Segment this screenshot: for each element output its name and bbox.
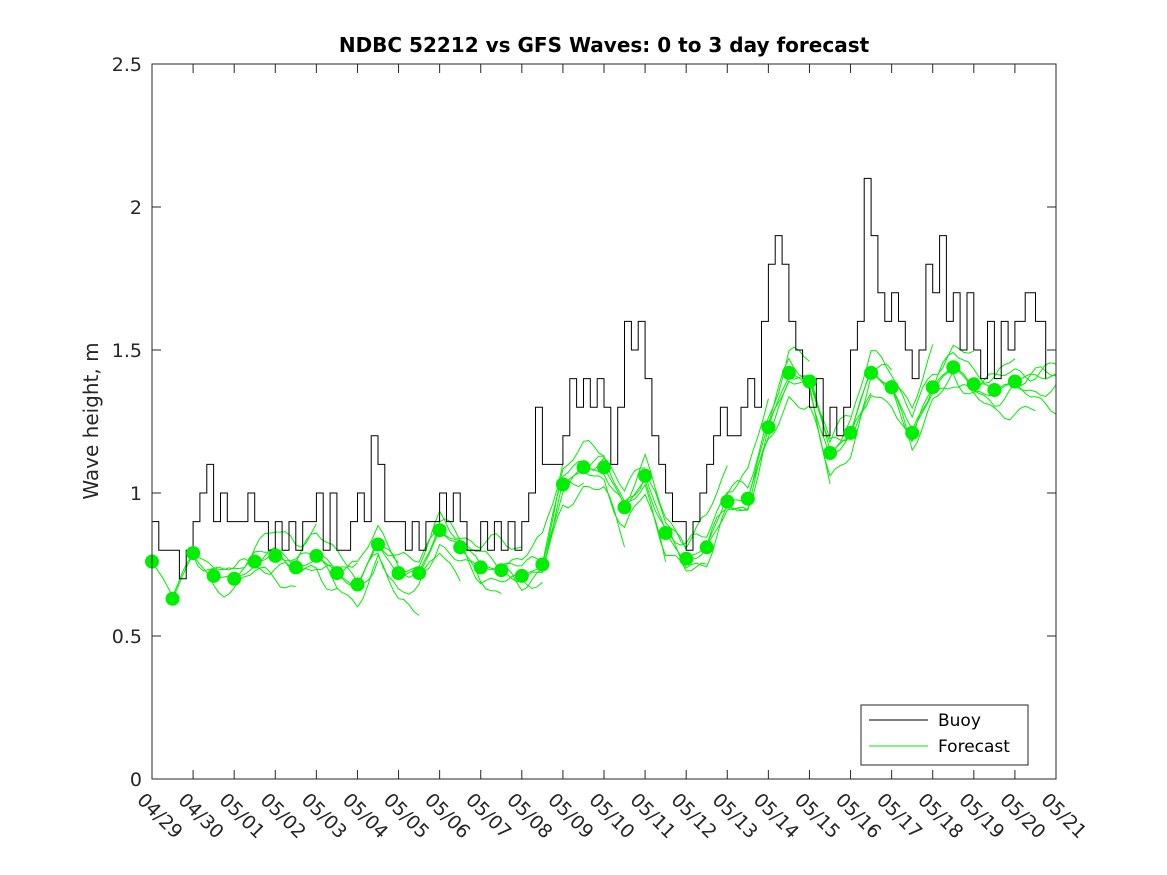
forecast-marker [412, 566, 427, 581]
forecast-marker [206, 568, 221, 583]
chart-title: NDBC 52212 vs GFS Waves: 0 to 3 day fore… [339, 33, 870, 57]
forecast-marker [576, 460, 591, 475]
forecast-marker [987, 383, 1002, 397]
forecast-marker [638, 468, 653, 483]
forecast-marker [432, 523, 447, 538]
forecast-marker [165, 591, 180, 606]
forecast-marker [658, 526, 673, 540]
buoy-line [152, 177, 1047, 580]
forecast-marker [227, 571, 242, 586]
y-tick-label: 0 [130, 769, 142, 791]
forecast-marker [966, 377, 981, 392]
forecast-marker [946, 360, 961, 375]
forecast-marker [371, 537, 385, 552]
legend: Buoy Forecast [860, 704, 1029, 766]
legend-buoy-label: Buoy [938, 711, 981, 731]
y-axis-label: Wave height, m [79, 342, 103, 499]
forecast-marker [761, 420, 776, 435]
forecast-marker [597, 460, 611, 475]
forecast-marker [391, 566, 406, 581]
buoy-line-group [152, 177, 1047, 580]
forecast-marker [186, 546, 201, 561]
forecast-marker [453, 540, 468, 555]
forecast-marker [555, 477, 570, 492]
forecast-line [583, 466, 707, 572]
forecast-line [1014, 373, 1057, 382]
forecast-marker [781, 365, 796, 380]
forecast-marker [350, 577, 365, 592]
forecast-markers [145, 360, 1022, 606]
y-tick-label: 2 [130, 197, 142, 219]
forecast-marker [823, 446, 837, 460]
forecast-marker [720, 494, 735, 509]
forecast-marker [864, 365, 879, 380]
forecast-marker [905, 425, 920, 440]
forecast-marker [247, 554, 262, 569]
y-tick-label: 0.5 [112, 626, 142, 648]
y-tick-label: 1 [130, 483, 142, 505]
forecast-marker [617, 500, 632, 515]
legend-box [860, 704, 1029, 766]
forecast-marker [740, 491, 755, 506]
forecast-marker [535, 557, 550, 572]
legend-forecast-label: Forecast [938, 737, 1010, 757]
forecast-marker [679, 551, 694, 566]
forecast-marker [268, 548, 283, 563]
forecast-marker [329, 566, 344, 581]
forecast-marker [309, 548, 324, 563]
forecast-marker [473, 560, 488, 575]
forecast-line [541, 469, 667, 565]
forecast-marker [843, 425, 858, 440]
y-tick-label: 1.5 [112, 340, 142, 362]
forecast-marker [802, 374, 817, 389]
forecast-line [994, 382, 1057, 397]
forecast-marker [1007, 374, 1022, 389]
forecast-marker [925, 380, 940, 395]
forecast-marker [494, 563, 509, 578]
forecast-marker [288, 560, 303, 575]
plot-area [152, 64, 1056, 779]
y-axis: 0 0.5 1 1.5 2 2.5 [112, 54, 1056, 791]
forecast-marker [884, 380, 899, 395]
forecast-marker [699, 540, 714, 555]
forecast-marker [514, 568, 529, 583]
plot-background [152, 64, 1056, 779]
y-tick-label: 2.5 [112, 54, 142, 76]
